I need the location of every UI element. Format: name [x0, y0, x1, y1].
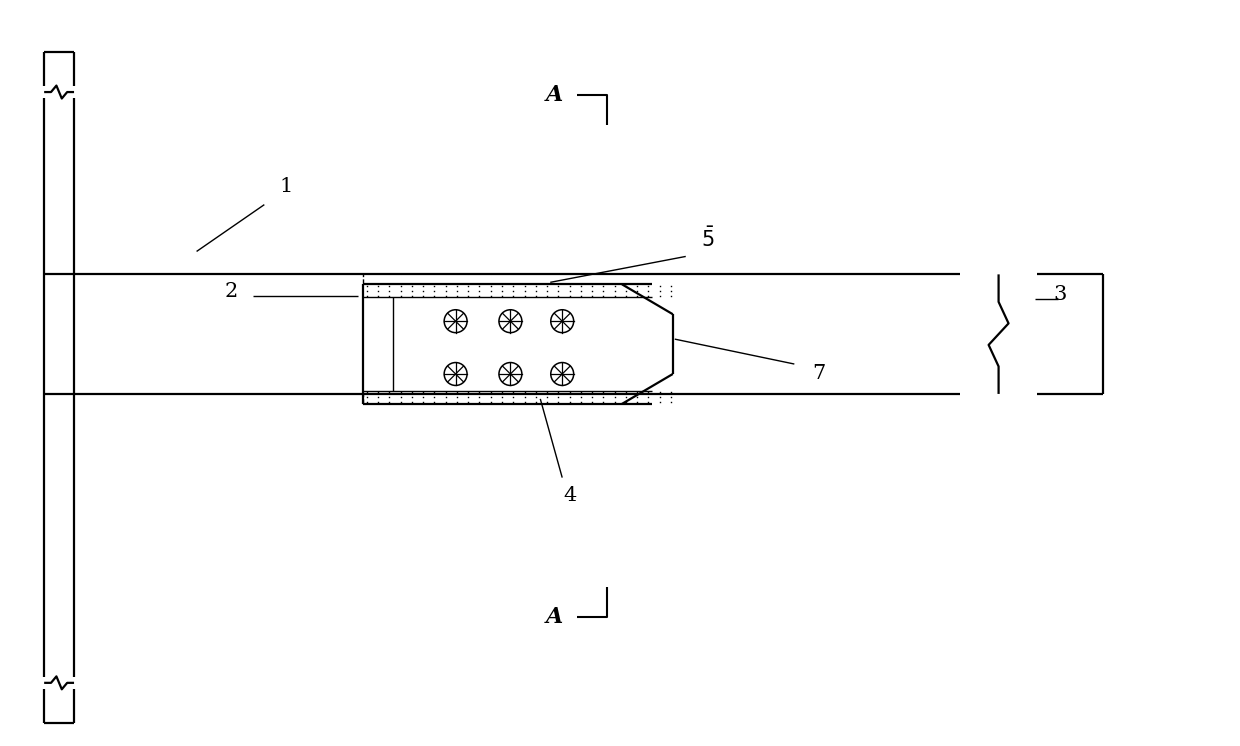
Text: 1: 1	[279, 178, 293, 196]
Text: 7: 7	[812, 365, 826, 383]
Text: A: A	[546, 84, 563, 106]
Text: 2: 2	[224, 282, 238, 301]
Text: 3: 3	[1054, 285, 1068, 304]
Text: $\bar{5}$: $\bar{5}$	[701, 226, 714, 251]
Text: A: A	[546, 606, 563, 628]
Text: 4: 4	[563, 486, 577, 505]
